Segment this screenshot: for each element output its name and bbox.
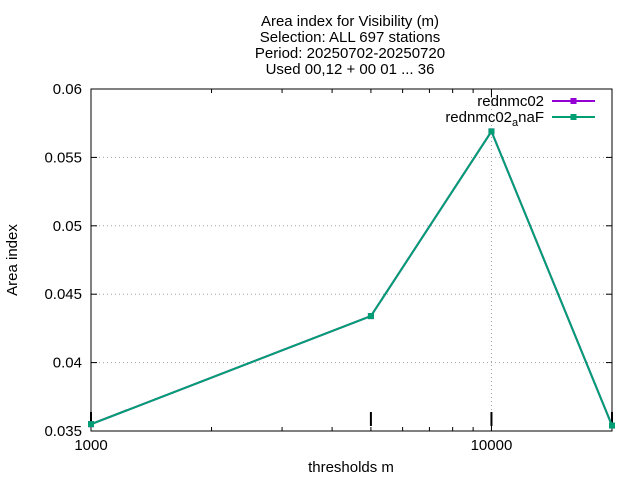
legend-marker-series-1 — [570, 98, 577, 104]
legend-label-series-1: rednmc02 — [477, 93, 544, 110]
axes-layer: 0.035 0.04 0.045 0.05 0.055 0.06 1000 10000 — [44, 81, 613, 454]
y-axis-label: Area index — [4, 224, 21, 296]
plot-frame — [90, 88, 613, 432]
legend: rednmc02 rednmc02anaF — [445, 93, 595, 129]
series-point-2 — [88, 421, 94, 428]
x-axis-label: thresholds m — [308, 459, 394, 476]
legend-label-series-2: rednmc02anaF — [445, 109, 544, 129]
y-tick-label: 0.06 — [53, 81, 82, 98]
title-line-2: Selection: ALL 697 stations — [260, 29, 440, 46]
title-line-1: Area index for Visibility (m) — [261, 13, 439, 30]
series-line-2 — [90, 129, 613, 426]
series-point-2 — [488, 128, 495, 135]
grid-layer — [91, 89, 612, 431]
series-point-2 — [367, 313, 374, 320]
title-line-3: Period: 20250702-20250720 — [255, 45, 445, 62]
y-tick-label: 0.035 — [44, 423, 82, 440]
chart-title: Area index for Visibility (m) Selection:… — [255, 13, 445, 78]
x-tick-label: 10000 — [471, 437, 513, 454]
y-tick-label: 0.055 — [44, 149, 82, 166]
x-tick-label: 1000 — [74, 437, 107, 454]
y-tick-label: 0.05 — [53, 218, 82, 235]
y-tick-label: 0.04 — [53, 355, 82, 372]
title-line-4: Used 00,12 + 00 01 ... 36 — [266, 61, 435, 78]
legend-label-series-2-sub: a — [512, 117, 519, 129]
series-line-1 — [90, 129, 613, 426]
series-layer — [88, 128, 615, 429]
series-point-2 — [609, 422, 615, 429]
y-tick-label: 0.045 — [44, 286, 82, 303]
legend-marker-series-2 — [570, 114, 577, 120]
legend-label-series-2-tail: naF — [518, 109, 544, 126]
legend-label-series-2-base: rednmc02 — [445, 109, 512, 126]
